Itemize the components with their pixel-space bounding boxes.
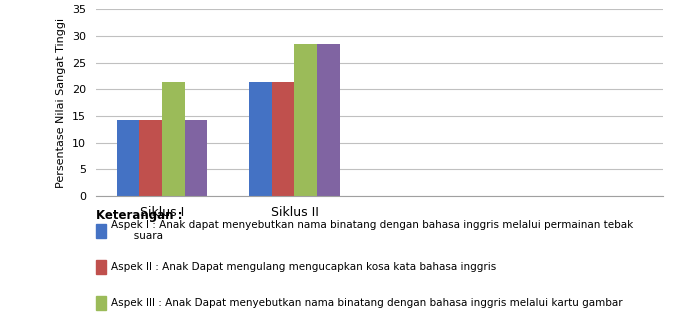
Text: Keterangan :: Keterangan : bbox=[96, 209, 182, 222]
Text: Aspek II : Anak Dapat mengulang mengucapkan kosa kata bahasa inggris: Aspek II : Anak Dapat mengulang mengucap… bbox=[111, 262, 497, 272]
Bar bbox=[272, 82, 294, 196]
Bar bbox=[249, 82, 272, 196]
Y-axis label: Persentase Nilai Sangat Tinggi: Persentase Nilai Sangat Tinggi bbox=[56, 18, 66, 188]
Bar bbox=[140, 120, 162, 196]
Bar bbox=[185, 120, 207, 196]
Bar bbox=[295, 44, 317, 196]
Bar bbox=[162, 82, 185, 196]
Bar bbox=[317, 44, 340, 196]
Text: Aspek I : Anak dapat menyebutkan nama binatang dengan bahasa inggris melalui per: Aspek I : Anak dapat menyebutkan nama bi… bbox=[111, 220, 634, 241]
Text: Aspek III : Anak Dapat menyebutkan nama binatang dengan bahasa inggris melalui k: Aspek III : Anak Dapat menyebutkan nama … bbox=[111, 298, 623, 308]
Bar bbox=[116, 120, 140, 196]
